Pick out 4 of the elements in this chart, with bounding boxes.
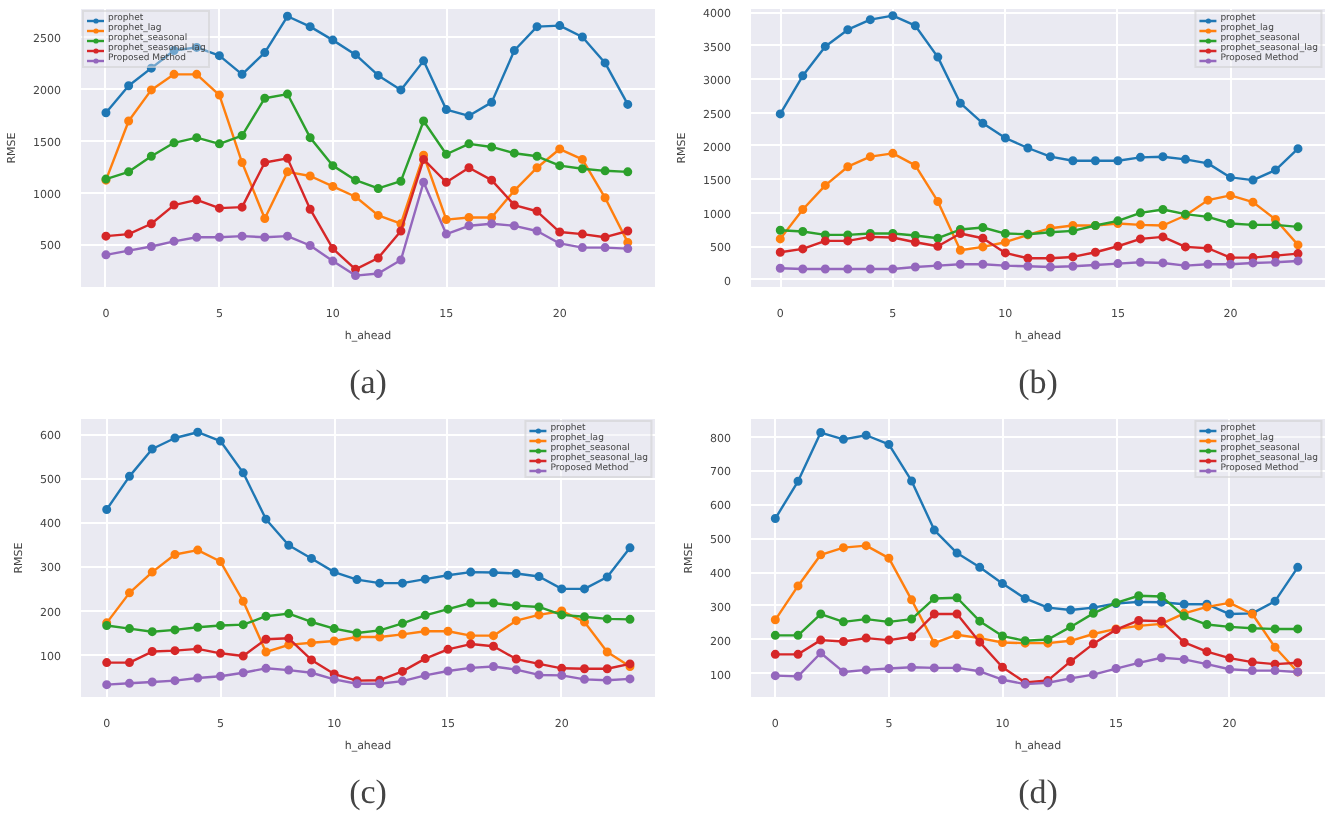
text: (d) <box>1018 773 1058 811</box>
text: (a) <box>349 363 387 401</box>
text: (c) <box>349 773 387 811</box>
text: (b) <box>1018 363 1058 401</box>
